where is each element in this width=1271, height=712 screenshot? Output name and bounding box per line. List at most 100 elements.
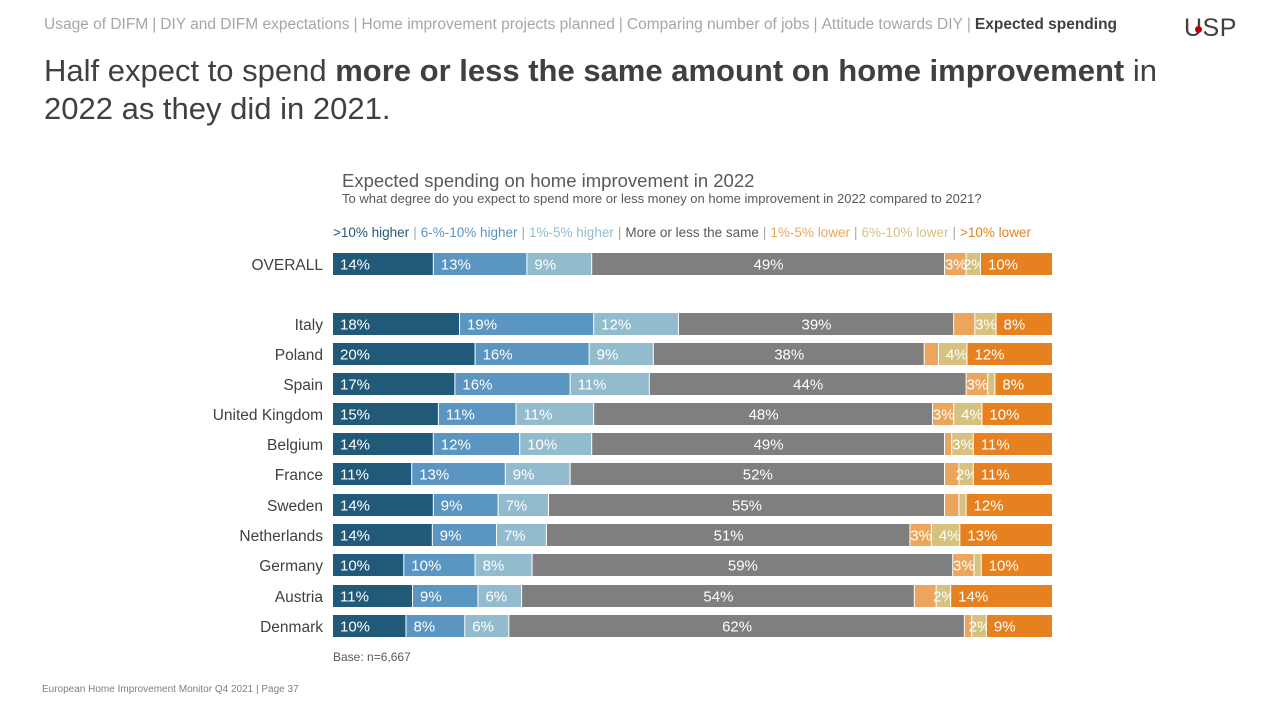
headline-part-1: Half expect to spend: [44, 53, 336, 88]
data-label: 3%: [967, 377, 989, 394]
data-label: 44%: [793, 377, 823, 394]
data-label: 13%: [967, 528, 997, 545]
bar-segment: [520, 433, 592, 455]
bar-segment: [333, 313, 460, 335]
bar-segment: [433, 253, 527, 275]
breadcrumb-separator: |: [813, 16, 818, 33]
data-label: 51%: [714, 528, 744, 545]
legend-entry: More or less the same: [625, 225, 759, 240]
data-label: 4%: [946, 347, 968, 364]
bar-segment: [522, 585, 914, 607]
bar-segment: [333, 615, 406, 637]
breadcrumb-item[interactable]: DIY and DIFM expectations: [160, 16, 350, 33]
breadcrumb-item[interactable]: Expected spending: [974, 16, 1118, 33]
category-label: Austria: [275, 589, 324, 606]
data-label: 10%: [989, 407, 1019, 424]
data-label: 9%: [441, 498, 463, 515]
logo-text: USP: [1184, 14, 1237, 42]
category-label: Italy: [295, 317, 324, 334]
bar-segment: [570, 463, 944, 485]
data-label: 11%: [340, 467, 369, 484]
legend-entry: 6-%-10% higher: [420, 225, 518, 240]
bar-segment: [914, 585, 936, 607]
category-label: Germany: [259, 558, 323, 575]
data-label: 2%: [933, 589, 955, 606]
bar-segment: [592, 253, 944, 275]
data-label: 16%: [483, 347, 513, 364]
usp-logo: USP: [1184, 14, 1237, 43]
page-footer: European Home Improvement Monitor Q4 202…: [42, 684, 299, 695]
breadcrumb-separator: |: [618, 16, 623, 33]
data-label: 3%: [933, 407, 955, 424]
logo-dot-icon: [1195, 26, 1202, 33]
breadcrumb-item[interactable]: Attitude towards DIY: [821, 16, 963, 33]
breadcrumb-item[interactable]: Home improvement projects planned: [361, 16, 615, 33]
bar-segment: [412, 463, 505, 485]
bar-segment: [333, 373, 455, 395]
bar-segment: [996, 313, 1052, 335]
bar-segment: [988, 373, 995, 395]
breadcrumb-item[interactable]: Comparing number of jobs: [626, 16, 810, 33]
bar-segment: [475, 554, 532, 576]
bar-segment: [959, 463, 973, 485]
bar-segment: [973, 463, 1052, 485]
data-label: 3%: [952, 437, 974, 454]
bar-segment: [933, 403, 954, 425]
data-label: 14%: [340, 437, 370, 454]
breadcrumb-separator: |: [353, 16, 358, 33]
legend-entry: 1%-5% higher: [529, 225, 614, 240]
bar-segment: [966, 373, 988, 395]
data-label: 4%: [961, 407, 983, 424]
bar-segment: [432, 524, 496, 546]
bar-segment: [951, 585, 1052, 607]
breadcrumb-item[interactable]: Usage of DIFM: [44, 16, 149, 33]
data-label: 10%: [340, 558, 370, 575]
data-label: 12%: [974, 498, 1004, 515]
bar-segment: [945, 253, 966, 275]
bar-segment: [981, 253, 1052, 275]
bar-segment: [433, 433, 520, 455]
bar-segment: [936, 585, 951, 607]
bar-segment: [333, 585, 412, 607]
data-label: 48%: [749, 407, 779, 424]
headline-part-2: in 2022 as they did in 2021.: [44, 53, 1157, 126]
data-label: 8%: [483, 558, 505, 575]
bar-segment: [438, 403, 516, 425]
data-label: 3%: [975, 317, 997, 334]
bar-segment: [527, 253, 592, 275]
bar-segment: [333, 253, 433, 275]
bar-segment: [974, 554, 981, 576]
legend-entry: 6%-10% lower: [861, 225, 949, 240]
data-label: 8%: [1004, 317, 1026, 334]
bar-segment: [404, 554, 475, 576]
bar-segment: [975, 313, 996, 335]
data-label: 10%: [988, 257, 1018, 274]
chart-subtitle: To what degree do you expect to spend mo…: [342, 191, 982, 206]
bar-segment: [455, 373, 570, 395]
bar-segment: [973, 433, 1052, 455]
bar-segment: [333, 524, 432, 546]
bar-segment: [954, 313, 975, 335]
data-label: 15%: [340, 407, 370, 424]
bar-segment: [966, 494, 1052, 516]
data-label: 9%: [420, 589, 442, 606]
data-label: 38%: [774, 347, 804, 364]
chart-legend: >10% higher | 6-%-10% higher | 1%-5% higher |…: [333, 225, 1031, 240]
data-label: 9%: [534, 257, 556, 274]
data-label: 62%: [722, 619, 752, 636]
data-label: 8%: [1002, 377, 1024, 394]
data-label: 12%: [441, 437, 471, 454]
bar-segment: [931, 524, 960, 546]
headline-bold: more or less the same amount on home imp…: [335, 53, 1125, 88]
data-label: 11%: [981, 467, 1010, 484]
data-label: 14%: [340, 528, 370, 545]
data-label: 14%: [340, 257, 370, 274]
breadcrumb-separator: |: [152, 16, 157, 33]
category-label: Denmark: [260, 619, 323, 636]
data-label: 20%: [340, 347, 370, 364]
data-label: 49%: [754, 257, 784, 274]
bar-segment: [924, 343, 938, 365]
bar-segment: [960, 524, 1052, 546]
data-label: 39%: [802, 317, 832, 334]
